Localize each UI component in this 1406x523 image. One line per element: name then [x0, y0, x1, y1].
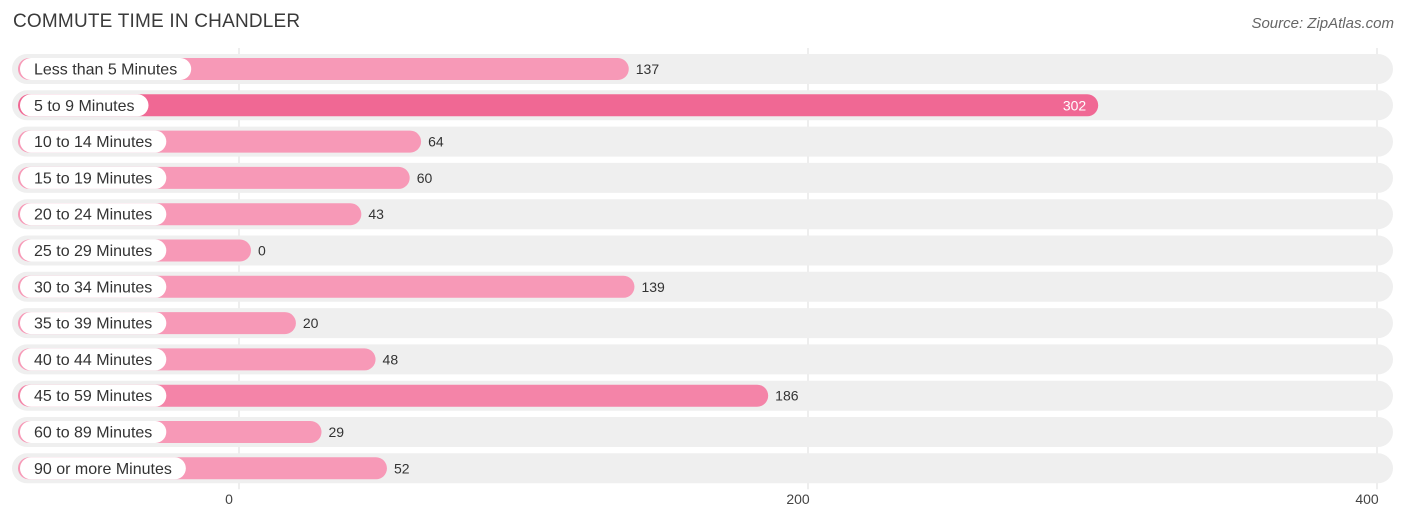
- category-label: 10 to 14 Minutes: [34, 134, 152, 151]
- category-label: 25 to 29 Minutes: [34, 243, 152, 260]
- value-label: 137: [636, 61, 660, 77]
- category-label-pill: [20, 457, 186, 480]
- category-label: Less than 5 Minutes: [34, 62, 177, 79]
- value-label: 60: [417, 170, 433, 186]
- bar: [18, 384, 769, 407]
- category-label: 35 to 39 Minutes: [34, 316, 152, 333]
- value-label: 29: [329, 424, 345, 440]
- category-label: 40 to 44 Minutes: [34, 352, 152, 369]
- category-label: 30 to 34 Minutes: [34, 279, 152, 296]
- category-label-pill: [20, 421, 167, 443]
- category-label: 90 or more Minutes: [34, 461, 172, 478]
- category-label: 20 to 24 Minutes: [34, 207, 152, 224]
- value-label: 52: [394, 460, 410, 476]
- tick-label: 0: [225, 491, 233, 507]
- x-axis-ticks: 0 200 400: [225, 491, 1379, 507]
- tick-label: 200: [786, 491, 810, 507]
- category-label: 60 to 89 Minutes: [34, 425, 152, 442]
- category-label-pill: [20, 58, 192, 80]
- row-track: [12, 417, 1393, 447]
- value-label: 186: [775, 388, 799, 404]
- row-track: [12, 308, 1393, 339]
- grid-lines: [238, 48, 1378, 490]
- category-label-pill: [20, 203, 167, 226]
- category-label-pill: [20, 348, 167, 371]
- value-label: 43: [368, 206, 384, 222]
- bar: [18, 94, 1099, 117]
- value-label: 0: [258, 243, 266, 259]
- category-label-pill: [20, 384, 167, 407]
- tick-label: 400: [1355, 491, 1379, 507]
- category-label-pill: [20, 275, 167, 298]
- value-label: 48: [383, 351, 399, 367]
- value-label: 64: [428, 134, 444, 150]
- source-label: Source: ZipAtlas.com: [1251, 15, 1394, 32]
- category-label-pill: [20, 166, 167, 189]
- category-label: 45 to 59 Minutes: [34, 388, 152, 405]
- chart-title: COMMUTE TIME IN CHANDLER: [13, 11, 301, 32]
- category-label-pill: [20, 94, 149, 117]
- category-label-pill: [20, 312, 167, 335]
- category-label-pill: [20, 130, 167, 153]
- value-label: 302: [1063, 97, 1087, 113]
- value-label: 139: [641, 279, 665, 295]
- category-label: 15 to 19 Minutes: [34, 170, 152, 187]
- category-label: 5 to 9 Minutes: [34, 98, 135, 115]
- bar: [18, 275, 635, 298]
- bars: Less than 5 Minutes 137 5 to 9 Minutes 302 1…: [12, 54, 1393, 484]
- value-label: 20: [303, 315, 319, 331]
- category-label-pill: [20, 239, 167, 262]
- row-track: [12, 235, 1393, 266]
